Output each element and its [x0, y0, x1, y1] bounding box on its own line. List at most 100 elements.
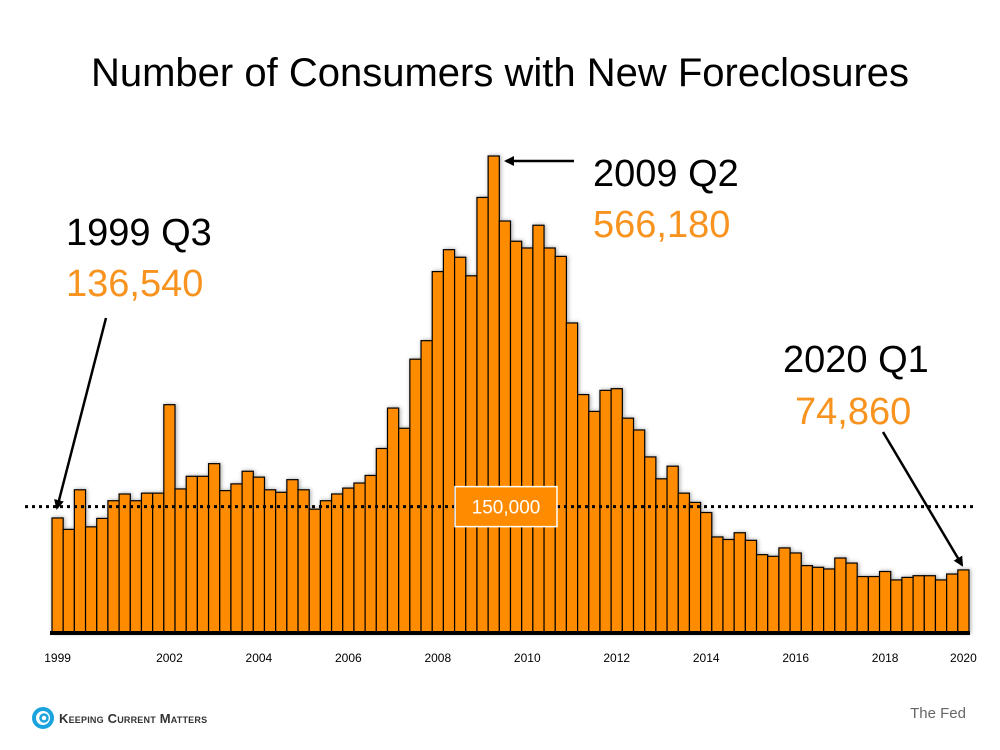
bar	[386, 407, 400, 634]
bar	[934, 579, 948, 634]
bar	[330, 493, 344, 634]
bar	[84, 526, 98, 634]
bar	[96, 517, 109, 634]
x-tick-label: 2006	[335, 651, 362, 665]
bar	[286, 479, 299, 634]
x-tick-label: 2020	[950, 651, 977, 665]
bar	[789, 552, 802, 634]
annotation-peak-value: 566,180	[593, 204, 730, 246]
bar	[677, 492, 691, 634]
bar	[118, 493, 131, 634]
bar	[890, 579, 903, 634]
bar	[599, 389, 612, 634]
bar	[219, 490, 232, 634]
bar	[185, 475, 198, 634]
bar	[498, 220, 512, 634]
x-tick-label: 2010	[514, 651, 541, 665]
bar	[420, 340, 433, 634]
bar	[263, 489, 277, 634]
bar	[163, 404, 176, 634]
bar	[878, 570, 892, 634]
bar	[521, 247, 534, 634]
bar	[655, 478, 668, 634]
bar	[621, 417, 635, 634]
bar	[509, 240, 523, 634]
bar	[409, 358, 422, 634]
bar	[576, 393, 590, 634]
source-label: The Fed	[910, 705, 966, 722]
annotation-start-label: 1999 Q3	[66, 212, 212, 254]
bar	[711, 536, 724, 634]
bars-group	[51, 155, 970, 634]
bar	[252, 476, 266, 634]
bar	[73, 489, 87, 634]
bar	[207, 463, 221, 634]
bar	[823, 568, 836, 634]
bar	[241, 470, 254, 634]
bar	[588, 410, 601, 634]
x-axis-line	[50, 631, 970, 635]
annotation-start-value: 136,540	[66, 263, 203, 305]
bar	[800, 565, 814, 634]
bar	[275, 491, 288, 634]
bar	[364, 474, 377, 634]
annotation-end-arrow	[881, 431, 964, 567]
bar	[767, 555, 780, 634]
bar	[912, 575, 925, 634]
bar	[375, 447, 389, 634]
bar	[107, 500, 120, 634]
bar	[442, 249, 456, 634]
annotation-end-value: 74,860	[795, 391, 911, 433]
bar	[431, 270, 445, 634]
x-tick-label: 2002	[156, 651, 183, 665]
reference-line-group: 150,000	[25, 485, 975, 528]
bar	[722, 538, 735, 634]
x-tick-label: 2008	[424, 651, 451, 665]
reference-label: 150,000	[472, 498, 541, 519]
bar	[923, 575, 937, 634]
bar	[834, 557, 847, 634]
annotation-end-label: 2020 Q1	[783, 339, 929, 381]
annotation-peak-label: 2009 Q2	[593, 153, 739, 195]
reference-label-box	[454, 485, 558, 528]
bar	[700, 511, 713, 634]
bar	[733, 532, 746, 634]
bar	[51, 517, 64, 634]
x-axis-ticks: 1999 2002 2004 2006 2008 2010 2012 2014 2016 2018…	[44, 651, 977, 665]
annotation-start-arrow	[54, 317, 108, 510]
bar	[62, 528, 75, 634]
bar	[140, 492, 154, 634]
bar	[644, 456, 657, 634]
logo-text: Keeping Current Matters	[59, 711, 207, 726]
bar	[845, 562, 858, 634]
x-tick-label: 1999	[44, 651, 71, 665]
bar	[755, 554, 769, 634]
bar	[196, 475, 210, 634]
bar	[465, 275, 478, 634]
kcm-logo: Keeping Current Matters	[32, 707, 207, 729]
bar	[688, 501, 702, 634]
bar	[901, 576, 914, 634]
bar	[174, 488, 187, 634]
bar	[319, 500, 333, 634]
bar	[610, 388, 623, 634]
bar	[453, 256, 467, 634]
bar	[946, 573, 959, 634]
x-tick-label: 2012	[603, 651, 630, 665]
bar	[744, 539, 758, 634]
bar	[152, 492, 165, 634]
bar	[666, 465, 679, 634]
bar	[867, 575, 881, 634]
bar	[398, 427, 411, 634]
x-tick-label: 2004	[246, 651, 273, 665]
logo-swirl-icon	[32, 707, 54, 729]
bar	[565, 322, 579, 634]
bar	[632, 429, 646, 634]
bar	[856, 575, 869, 634]
bar	[487, 155, 500, 634]
x-tick-label: 2016	[782, 651, 809, 665]
bar	[554, 255, 568, 634]
bar	[297, 489, 310, 634]
bar	[308, 508, 321, 634]
